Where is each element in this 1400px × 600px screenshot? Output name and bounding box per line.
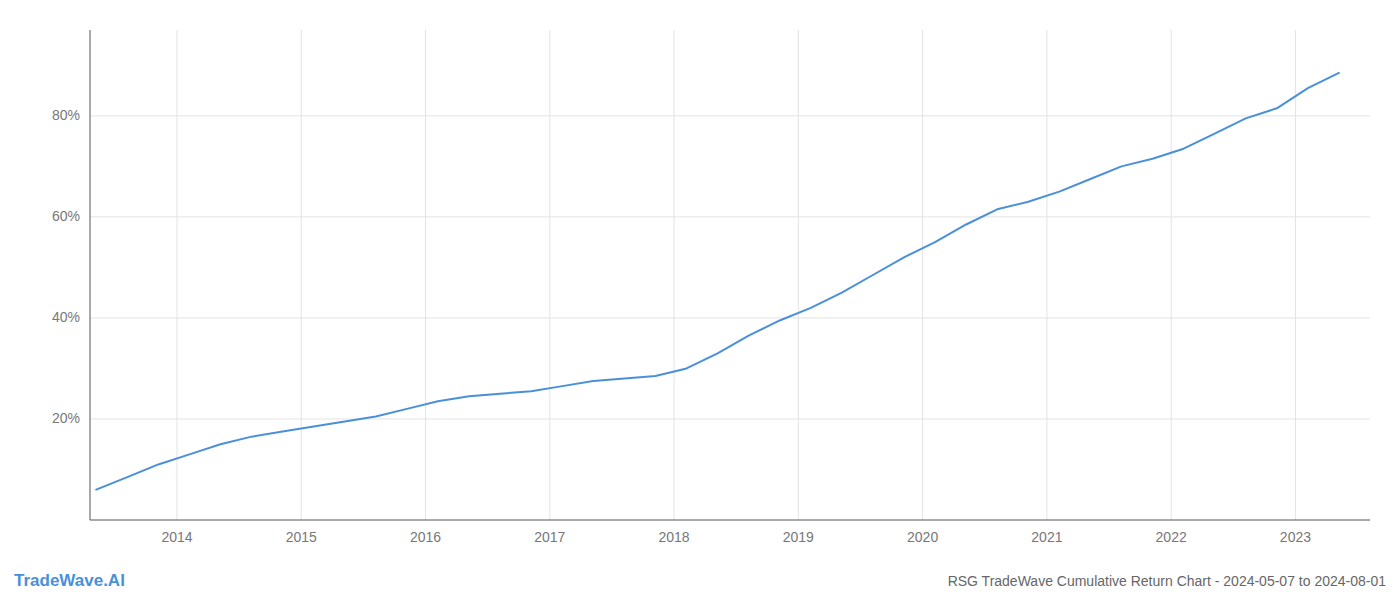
chart: 2014 2015 2016 2017 2018 2019 2020 2021 2022 2023… — [0, 0, 1400, 600]
x-tick-label: 2022 — [1156, 529, 1187, 545]
x-tick-label: 2016 — [410, 529, 441, 545]
x-tick-label: 2014 — [161, 529, 192, 545]
title: RSG TradeWave Cumulative Return Chart - … — [948, 573, 1387, 589]
x-grid-line — [301, 30, 302, 520]
plot-area — [96, 73, 1339, 490]
y-grid-line — [90, 317, 1370, 318]
watermark: TradeWave.AI — [14, 571, 125, 590]
x-grid-line — [176, 30, 177, 520]
x-grid-line — [922, 30, 923, 520]
x-axis-line — [90, 520, 1370, 521]
x-tick-label: 2023 — [1280, 529, 1311, 545]
y-tick-label: 40% — [52, 309, 80, 325]
x-grid-line — [549, 30, 550, 520]
x-grid-line — [674, 30, 675, 520]
x-grid-line — [1046, 30, 1047, 520]
y-grid-line — [90, 216, 1370, 217]
y-tick-label: 60% — [52, 208, 80, 224]
x-tick-label: 2019 — [783, 529, 814, 545]
x-grid-line — [798, 30, 799, 520]
y-grid-line — [90, 115, 1370, 116]
x-grid-line — [1295, 30, 1296, 520]
x-tick-label: 2017 — [534, 529, 565, 545]
y-tick-label: 80% — [52, 107, 80, 123]
x-tick-label: 2018 — [658, 529, 689, 545]
line — [96, 73, 1339, 490]
x-tick-label: 2020 — [907, 529, 938, 545]
x-grid-line — [425, 30, 426, 520]
y-axis-line — [90, 30, 91, 520]
grid — [90, 30, 1370, 520]
x-tick-label: 2021 — [1031, 529, 1062, 545]
tick-labels: 2014 2015 2016 2017 2018 2019 2020 2021 2022 2023… — [52, 107, 1311, 545]
x-grid-line — [1171, 30, 1172, 520]
y-tick-label: 20% — [52, 410, 80, 426]
chart-container: 2014 2015 2016 2017 2018 2019 2020 2021 2022 2023… — [0, 0, 1400, 600]
x-tick-label: 2015 — [286, 529, 317, 545]
y-grid-line — [90, 418, 1370, 419]
